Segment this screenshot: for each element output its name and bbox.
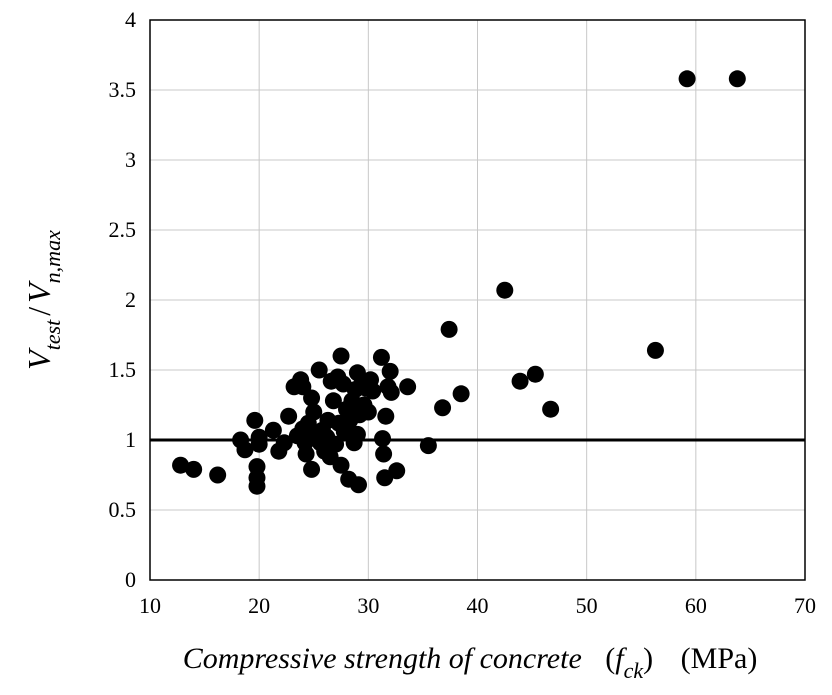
x-tick-label: 40 [467,593,489,618]
data-point [246,411,264,429]
y-tick-label: 0 [125,567,136,592]
data-point [332,347,350,365]
grid-lines [150,20,805,580]
x-axis-label-unit: (MPa) [681,642,758,675]
data-point [728,70,746,88]
y-axis-ticks: 0 0.5 1 1.5 2 2.5 3 3.5 4 [109,7,137,592]
data-point [185,460,203,478]
y-tick-label: 3 [125,147,136,172]
x-tick-label: 50 [576,593,598,618]
data-point [419,437,437,455]
data-point [310,361,328,379]
data-point [440,320,458,338]
plot-area [149,19,806,581]
data-point [297,445,315,463]
data-point [388,462,406,480]
data-point [172,456,190,474]
y-tick-label: 0.5 [109,497,137,522]
data-point [496,281,514,299]
data-point [375,445,393,463]
data-point [280,407,298,425]
data-point [372,348,390,366]
data-point [348,425,366,443]
y-axis-label-numerator: V [21,347,57,370]
data-point [678,70,696,88]
data-point [303,460,321,478]
data-point [359,403,377,421]
y-tick-label: 1 [125,427,136,452]
x-tick-label: 20 [248,593,270,618]
data-point [305,403,323,421]
x-axis-label: Compressive strength of concrete (fck) (… [183,642,758,683]
data-point [377,407,395,425]
y-tick-label: 2 [125,287,136,312]
y-tick-label: 4 [125,7,136,32]
data-point [452,385,470,403]
x-tick-label: 10 [139,593,161,618]
data-point [275,434,293,452]
data-point [646,341,664,359]
y-axis-label-denominator-sub: n,max [40,230,65,283]
data-point [364,382,382,400]
x-tick-label: 70 [794,593,816,618]
y-axis-label-numerator-sub: test [40,319,65,350]
x-axis-label-close-paren: ) [643,642,653,675]
x-axis-label-text: Compressive strength of concrete [183,642,582,675]
data-points [172,70,746,495]
y-axis-label-denominator: V [21,280,57,303]
x-tick-label: 30 [357,593,379,618]
x-tick-label: 60 [685,593,707,618]
data-point [399,378,417,396]
data-point [250,428,268,446]
data-point [526,365,544,383]
y-tick-label: 3.5 [109,77,137,102]
y-tick-label: 2.5 [109,217,137,242]
data-point [209,466,227,484]
data-point [324,392,342,410]
x-axis-label-open-paren: ( [605,642,615,675]
y-axis-label-separator: / [21,307,57,316]
data-point [264,421,282,439]
data-point [303,389,321,407]
data-point [434,399,452,417]
x-axis-label-subscript: ck [624,658,645,683]
data-point [374,430,392,448]
data-point [236,441,254,459]
data-point [332,456,350,474]
data-point [350,476,368,494]
data-point [381,362,399,380]
data-point [248,477,266,495]
y-axis-label: Vtest / Vn,max [21,230,65,370]
y-tick-label: 1.5 [109,357,137,382]
data-point [511,372,529,390]
data-point [542,400,560,418]
data-point [327,435,345,453]
data-point [382,383,400,401]
x-axis-ticks: 10 20 30 40 50 60 70 [139,593,816,618]
